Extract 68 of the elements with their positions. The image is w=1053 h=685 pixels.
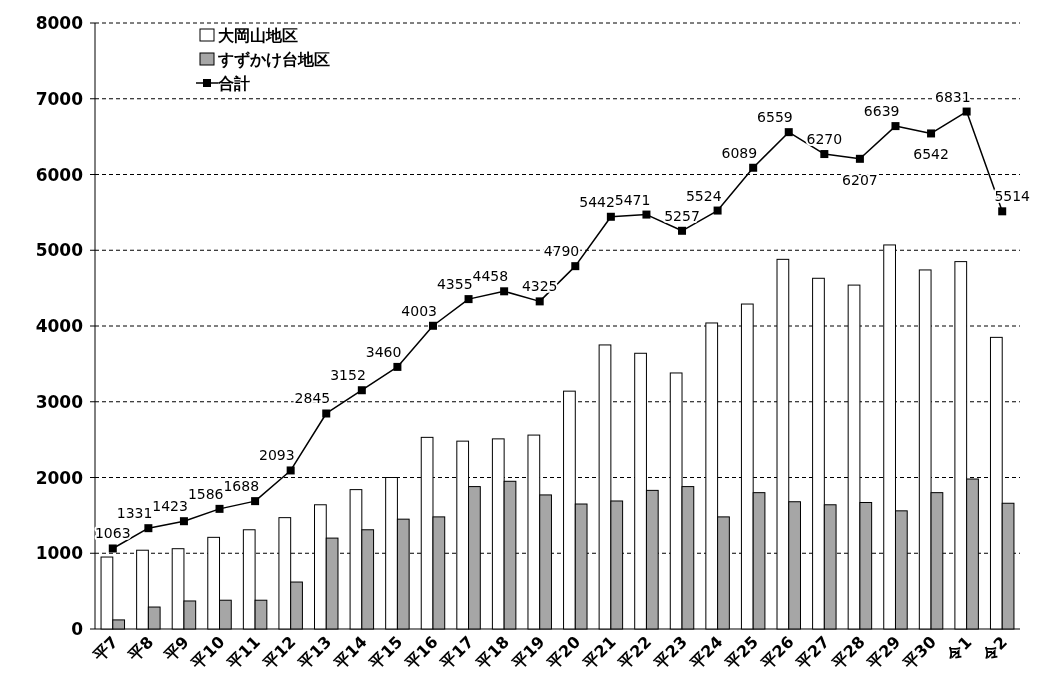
data-label: 1063 (94, 525, 131, 542)
point (251, 497, 260, 506)
point (179, 517, 188, 526)
y-tick-label: 3000 (35, 391, 84, 412)
y-tick-label: 5000 (35, 240, 84, 261)
data-label: 6559 (757, 109, 793, 126)
data-label: 5257 (664, 207, 700, 224)
data-label: 6089 (721, 144, 758, 161)
point (393, 362, 402, 371)
y-tick-label: 6000 (35, 164, 84, 185)
data-label: 4790 (543, 243, 580, 260)
data-label: 6207 (842, 171, 878, 188)
data-label: 1423 (152, 498, 188, 515)
point (500, 287, 509, 296)
data-label: 3152 (330, 367, 366, 384)
data-label: 4458 (472, 268, 509, 285)
data-label: 3460 (365, 343, 402, 360)
legend-label: すずかけ台地区 (217, 50, 330, 69)
x-tick-label: 令2 (977, 632, 1012, 666)
data-label: 6270 (806, 131, 843, 148)
point (215, 504, 224, 513)
data-label: 4003 (401, 302, 437, 319)
y-tick-label: 8000 (35, 13, 84, 33)
point (535, 297, 544, 306)
point (678, 226, 687, 235)
legend-label: 合計 (217, 74, 250, 93)
x-tick-label: 令1 (942, 632, 976, 666)
x-tick-label: 平8 (123, 632, 158, 666)
data-label: 6831 (934, 88, 971, 105)
point (998, 207, 1007, 216)
y-tick-label: 4000 (35, 316, 84, 336)
point (144, 524, 153, 533)
x-tick-label: 平30 (898, 632, 940, 674)
point (784, 128, 793, 137)
data-label: 5524 (685, 187, 722, 204)
point (713, 206, 722, 215)
point (571, 262, 580, 271)
point (286, 466, 295, 475)
legend-label: 大岡山地区 (218, 26, 298, 45)
point (357, 386, 366, 395)
point (962, 107, 971, 116)
point (464, 295, 473, 304)
y-tick-label: 1000 (35, 543, 84, 564)
point (891, 122, 900, 131)
data-label: 1586 (187, 485, 224, 502)
data-label: 6639 (863, 103, 900, 120)
point (108, 544, 117, 553)
y-tick-label: 2000 (35, 467, 84, 488)
y-tick-label: 7000 (35, 88, 84, 109)
data-label: 1331 (116, 505, 153, 522)
point (642, 210, 651, 219)
point (855, 154, 864, 163)
point (322, 409, 331, 418)
point (606, 212, 615, 221)
x-tick-label: 平7 (88, 632, 122, 666)
y-tick-label: 0 (71, 619, 84, 639)
data-label: 5471 (614, 191, 651, 208)
point (749, 163, 758, 172)
data-label: 4355 (436, 276, 473, 293)
data-label: 1688 (223, 478, 260, 495)
point (820, 150, 829, 159)
point (428, 321, 437, 330)
point (927, 129, 936, 138)
data-label: 5442 (579, 193, 615, 210)
data-label: 4325 (521, 278, 558, 295)
data-label: 2093 (259, 447, 295, 464)
data-label: 6542 (913, 146, 949, 163)
data-label: 2845 (294, 390, 331, 407)
